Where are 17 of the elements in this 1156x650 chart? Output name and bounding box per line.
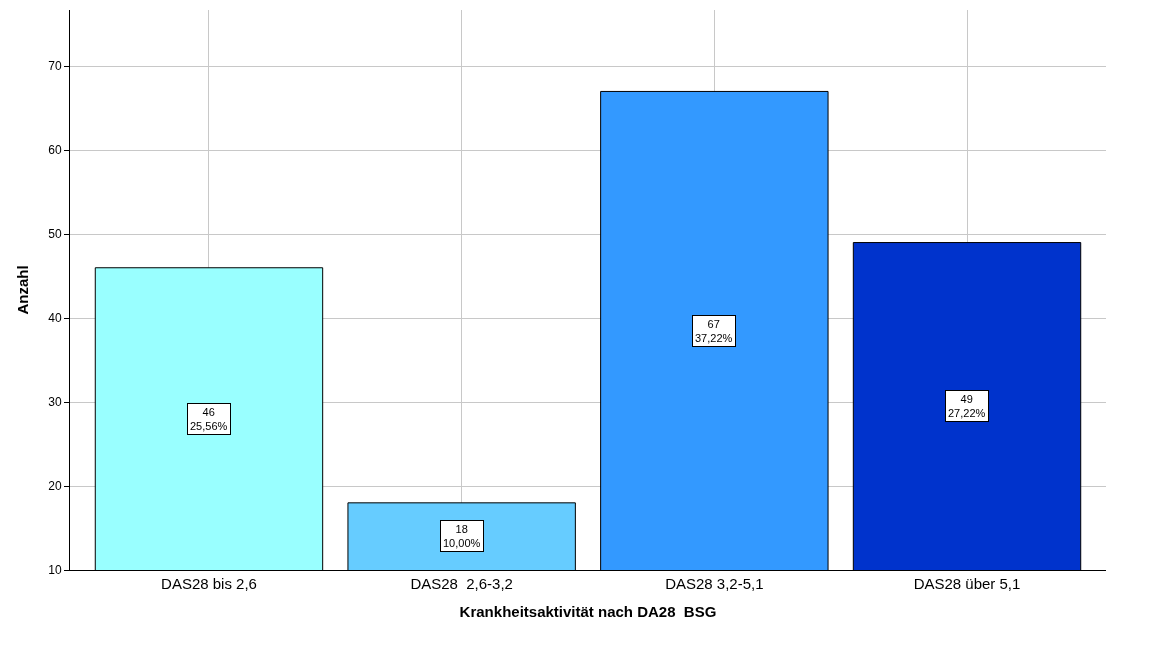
data-label: 67 37,22% [695,318,733,345]
y-tick-label: 20 [48,479,62,494]
y-tick-label: 10 [48,563,62,578]
y-axis-title: Anzahl [14,265,32,315]
data-label: 18 10,00% [443,523,481,550]
y-tick-label: 50 [48,227,62,242]
data-label: 46 25,56% [190,406,228,433]
data-label: 49 27,22% [948,393,986,420]
x-axis-title: Krankheitsaktivität nach DA28 BSG [459,603,717,620]
y-tick-label: 70 [48,59,62,74]
x-tick-label: DAS28 bis 2,6 [161,575,257,592]
y-tick-label: 30 [48,395,62,410]
y-tick-label: 40 [48,311,62,326]
y-tick-label: 60 [48,143,62,158]
x-tick-label: DAS28 3,2-5,1 [665,575,764,592]
x-tick-label: DAS28 2,6-3,2 [410,575,513,592]
x-tick-label: DAS28 über 5,1 [913,575,1021,592]
